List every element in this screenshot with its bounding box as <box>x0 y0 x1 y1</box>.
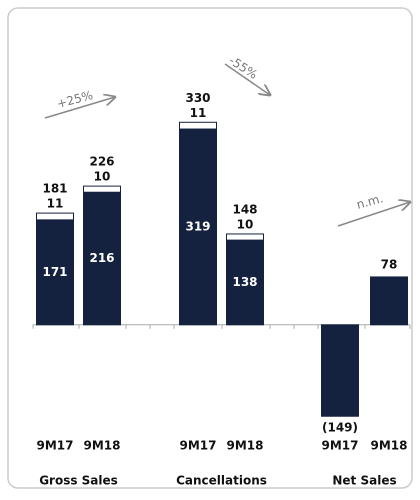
value-label: 171 <box>42 265 67 279</box>
bar-segment <box>36 212 74 221</box>
bar-segment <box>36 219 74 326</box>
group-label: Cancellations <box>176 474 267 488</box>
value-label: 10 <box>237 217 254 231</box>
bar-segment <box>226 233 264 241</box>
x-tick-label: 9M17 <box>322 439 359 453</box>
group-label: Gross Sales <box>39 474 118 488</box>
total-label: 148 <box>232 202 257 216</box>
x-tick-label: 9M18 <box>227 439 264 453</box>
bar-segment <box>321 324 359 417</box>
arrow <box>44 97 115 119</box>
annotation: n.m. <box>355 191 385 211</box>
bar-segment <box>370 276 408 326</box>
bar-segment <box>83 191 121 326</box>
x-tick-label: 9M18 <box>371 439 408 453</box>
total-label: 181 <box>42 182 67 196</box>
value-label: 11 <box>47 197 64 211</box>
group-label: Net Sales <box>332 474 396 488</box>
x-tick-label: 9M17 <box>180 439 217 453</box>
total-label: 226 <box>89 155 114 169</box>
value-label: 138 <box>232 275 257 289</box>
x-tick-label: 9M18 <box>84 439 121 453</box>
value-label: 10 <box>94 170 111 184</box>
value-label: 319 <box>185 219 210 233</box>
value-label: 78 <box>381 257 398 271</box>
bar-segment <box>179 121 217 130</box>
bar-segment <box>226 239 264 326</box>
bar-segment <box>179 128 217 326</box>
arrow <box>337 202 410 227</box>
arrow <box>224 63 270 95</box>
total-label: 330 <box>185 91 210 105</box>
bar-segment <box>83 185 121 193</box>
x-tick-label: 9M17 <box>37 439 74 453</box>
value-label: 11 <box>190 106 207 120</box>
value-label: (149) <box>322 421 358 435</box>
value-label: 216 <box>89 251 114 265</box>
